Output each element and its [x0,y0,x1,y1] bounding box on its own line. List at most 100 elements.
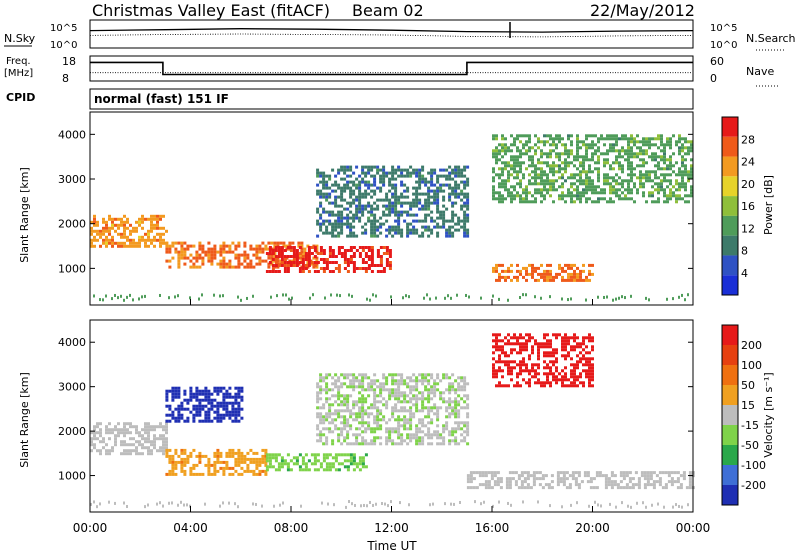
heatmap-cell [195,392,199,396]
heatmap-cell [280,246,284,249]
heatmap-cell [534,170,537,174]
heatmap-cell [168,448,172,452]
heatmap-cell [394,394,398,398]
heatmap-cell [156,217,159,221]
heatmap-cell [316,270,320,273]
heatmap-cell [651,503,653,507]
heatmap-cell [669,188,672,192]
heatmap-cell [361,439,365,443]
heatmap-cell [543,351,546,355]
heatmap-cell [454,439,458,443]
heatmap-cell [255,457,259,461]
heatmap-cell [120,232,123,236]
heatmap-cell [648,170,651,174]
heatmap-cell [463,424,467,428]
heatmap-cell [453,502,455,506]
heatmap-cell [624,197,627,201]
heatmap-cell [189,410,193,414]
heatmap-cell [561,505,563,509]
heatmap-cell [237,386,241,390]
heatmap-cell [370,427,374,431]
heatmap-cell [171,241,175,245]
heatmap-cell [421,207,425,211]
heatmap-cell [594,143,597,147]
heatmap-cell [385,379,389,383]
heatmap-cell [379,400,383,404]
heatmap-cell [564,345,567,349]
heatmap-cell [394,406,398,410]
heatmap-cell [153,425,156,429]
heatmap-cell [225,389,229,393]
heatmap-cell [637,480,641,484]
heatmap-cell [409,228,413,232]
heatmap-cell [630,152,633,156]
heatmap-cell [672,164,675,168]
heatmap-cell [498,185,501,189]
heatmap-cell [585,182,588,186]
heatmap-cell [156,232,159,236]
heatmap-cell [280,249,284,252]
heatmap-cell [328,219,332,223]
heatmap-cell [280,456,284,460]
heatmap-cell [645,505,647,509]
heatmap-cell [418,201,422,205]
heatmap-cell [304,252,308,255]
heatmap-cell [180,253,184,257]
heatmap-cell [619,474,623,478]
heatmap-cell [153,443,156,447]
heatmap-cell [373,180,377,184]
heatmap-cell [540,167,543,171]
heatmap-cell [391,415,395,419]
heatmap-cell [346,207,350,211]
heatmap-cell [519,384,522,388]
heatmap-cell [303,247,307,251]
heatmap-cell [648,298,650,302]
heatmap-cell [555,275,558,279]
heatmap-cell [328,453,332,457]
heatmap-cell [213,469,217,473]
heatmap-cell [388,373,392,377]
heatmap-cell [349,373,353,377]
heatmap-cell [670,480,674,484]
heatmap-cell [165,389,169,393]
heatmap-cell [577,474,581,478]
heatmap-cell [313,261,317,264]
heatmap-cell [286,255,290,258]
heatmap-cell [174,386,178,390]
heatmap-cell [138,217,141,221]
heatmap-cell [138,223,141,227]
heatmap-cell [609,176,612,180]
heatmap-cell [150,241,153,245]
heatmap-cell [388,267,392,270]
heatmap-cell [681,143,684,147]
heatmap-cell [466,397,470,401]
heatmap-cell [364,453,368,457]
heatmap-cell [579,182,582,186]
heatmap-cell [400,183,404,187]
heatmap-cell [618,155,621,159]
x-tick-label: 00:00 [676,521,711,535]
heatmap-cell [495,342,498,346]
heatmap-cell [346,376,350,380]
heatmap-cell [684,194,687,198]
heatmap-cell [183,407,187,411]
heatmap-cell [280,462,284,466]
heatmap-cell [649,477,653,481]
heatmap-cell [274,270,278,273]
heatmap-cell [445,421,449,425]
heatmap-cell [520,486,524,490]
heatmap-cell [243,253,247,257]
heatmap-cell [298,246,302,249]
heatmap-cell [540,384,543,388]
heatmap-cell [261,448,265,452]
heatmap-cell [388,201,392,205]
heatmap-cell [619,486,623,490]
heatmap-cell [546,263,549,267]
y-tick-label: 3000 [58,173,86,186]
heatmap-cell [582,161,585,165]
heatmap-cell [222,395,226,399]
heatmap-cell [361,379,365,383]
heatmap-cell [543,278,546,282]
heatmap-cell [397,421,401,425]
heatmap-cell [111,428,114,432]
